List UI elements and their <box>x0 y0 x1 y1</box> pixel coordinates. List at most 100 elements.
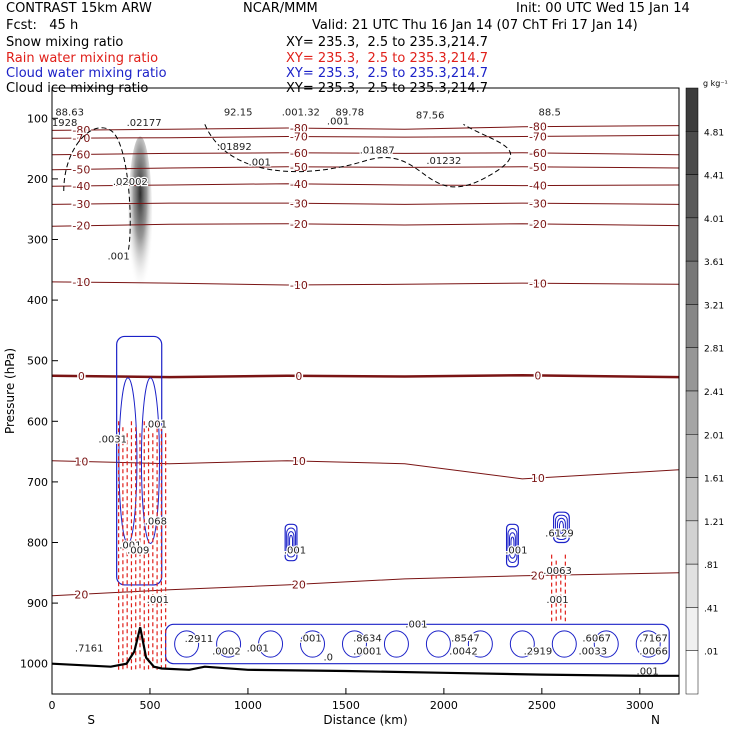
cloud-water-cell-4-9 <box>551 630 577 658</box>
colorbar-label-3: 3.61 <box>704 258 724 268</box>
cloud-water-cell-4-8 <box>509 630 535 658</box>
y-tick-label-7: 800 <box>27 537 48 550</box>
isotherm-7 <box>52 281 679 286</box>
colorbar-label-9: 1.21 <box>704 518 724 528</box>
extremum-label-36: .0042 <box>449 647 478 658</box>
field-name-snow: Snow mixing ratio <box>6 35 124 50</box>
isotherm-8 <box>52 373 679 379</box>
extremum-label-3: .01887 <box>360 145 395 156</box>
isotherm-label-9-2: 10 <box>531 472 545 485</box>
isotherm-label-8-0: 0 <box>78 370 85 383</box>
cloud-water-cell-4-6 <box>425 630 451 658</box>
plot-frame <box>51 87 680 695</box>
extremum-label-37: .2919 <box>524 647 553 658</box>
colorbar-label-2: 4.01 <box>704 215 724 225</box>
isotherm-2 <box>52 152 679 156</box>
extremum-label-24: .0063 <box>543 566 572 577</box>
init-time: Init: 00 UTC Wed 15 Jan 14 <box>516 1 690 16</box>
isotherm-label-2-1: -60 <box>290 147 308 160</box>
isotherm-label-5-1: -30 <box>290 197 308 210</box>
field-xy-rain: XY= 235.3, 2.5 to 235.3,214.7 <box>286 51 489 66</box>
cloud-water-contour-3 <box>552 511 570 544</box>
isotherm-label-0-2: -80 <box>529 121 547 134</box>
isotherm-label-3-2: -50 <box>529 161 547 174</box>
extremum-label-35: .8547 <box>451 633 480 644</box>
snow-maximum-shading <box>128 136 153 301</box>
cloud-water-inner-2-2 <box>509 532 516 559</box>
isotherm-6 <box>52 223 679 227</box>
isotherm-label-6-1: -20 <box>290 218 308 231</box>
isotherm-label-4-2: -40 <box>529 180 547 193</box>
cloud-water-cell-4-7 <box>467 630 493 658</box>
extremum-label-20: .001 <box>147 595 169 606</box>
north-label: N <box>651 713 660 727</box>
isotherm-label-7-2: -10 <box>529 277 547 290</box>
extremum-label-0: .01928 <box>42 118 77 129</box>
extremum-label-23: .6129 <box>545 528 574 539</box>
isotherm-label-5-2: -30 <box>529 197 547 210</box>
colorbar-bin-3 <box>685 217 699 262</box>
colorbar-label-1: 4.41 <box>704 172 724 182</box>
y-tick-label-6: 700 <box>27 476 48 489</box>
colorbar-bin-4 <box>685 260 699 305</box>
extremum-label-16: .001 <box>145 419 167 430</box>
cloud-water-cell-4-10 <box>593 630 619 658</box>
isotherm-label-6-2: -20 <box>529 218 547 231</box>
cloud-water-inner-2-1 <box>507 528 518 563</box>
extremum-label-9: .001.32 <box>282 107 320 118</box>
isotherm-label-1-2: -70 <box>529 130 547 143</box>
x-tick-label-1: 500 <box>139 699 160 712</box>
field-xy-snow: XY= 235.3, 2.5 to 235.3,214.7 <box>286 35 489 50</box>
cloud-water-cell-4-4 <box>341 630 367 658</box>
south-label: S <box>87 713 95 727</box>
colorbar-label-10: .81 <box>704 561 718 571</box>
isotherm-label-7-0: -10 <box>72 276 90 289</box>
isotherm-label-8-1: 0 <box>295 370 302 383</box>
x-tick-label-6: 3000 <box>626 699 654 712</box>
extremum-label-41: .0066 <box>639 647 668 658</box>
extremum-label-6: .001 <box>107 251 129 262</box>
x-tick-label-0: 0 <box>49 699 56 712</box>
cloud-water-cell-4-3 <box>300 630 326 658</box>
colorbar-unit: g kg⁻¹ <box>703 79 728 88</box>
extremum-label-34: .001 <box>405 619 427 630</box>
x-tick-label-3: 1500 <box>332 699 360 712</box>
cloud-water-inner-3-1 <box>555 514 568 540</box>
extremum-label-25: .001 <box>546 595 568 606</box>
colorbar-label-7: 2.01 <box>704 431 724 441</box>
field-name-cloud-water: Cloud water mixing ratio <box>6 66 167 81</box>
isotherm-label-4-0: -40 <box>72 180 90 193</box>
colorbar-label-0: 4.81 <box>704 128 724 138</box>
colorbar-bin-13 <box>685 650 699 695</box>
organization-label: NCAR/MMM <box>243 1 318 16</box>
y-tick-label-4: 500 <box>27 355 48 368</box>
colorbar-label-4: 3.21 <box>704 301 724 311</box>
extremum-label-26: .7161 <box>75 644 104 655</box>
y-tick-label-2: 300 <box>27 234 48 247</box>
x-tick-label-4: 2000 <box>430 699 458 712</box>
colorbar-bin-9 <box>685 477 699 522</box>
extremum-label-13: .001 <box>327 116 349 127</box>
extremum-label-18: .001 <box>119 541 141 552</box>
cloud-ice-contour-1 <box>63 127 131 258</box>
colorbar-label-12: .01 <box>704 648 718 658</box>
isotherm-0 <box>52 125 679 131</box>
extremum-label-2: .01892 <box>217 142 252 153</box>
cloud-water-cell-4-11 <box>635 630 661 658</box>
extremum-label-17: .068 <box>145 516 167 527</box>
y-tick-label-1: 200 <box>27 173 48 186</box>
cloud-ice-contour-0 <box>204 123 511 188</box>
y-tick-label-9: 1000 <box>20 658 48 671</box>
extremum-label-11: 87.56 <box>416 110 445 121</box>
colorbar-bin-6 <box>685 347 699 392</box>
cloud-water-cell-0-0 <box>118 377 138 545</box>
extremum-label-8: 92.15 <box>224 107 253 118</box>
cloud-water-cell-4-5 <box>383 630 409 658</box>
isotherm-label-1-1: -70 <box>290 131 308 144</box>
extremum-label-39: .0033 <box>578 647 607 658</box>
isotherm-label-2-2: -60 <box>529 147 547 160</box>
extremum-label-10: 89.78 <box>336 107 365 118</box>
cloud-water-contour-1 <box>284 523 298 562</box>
extremum-label-33: .0001 <box>353 647 382 658</box>
